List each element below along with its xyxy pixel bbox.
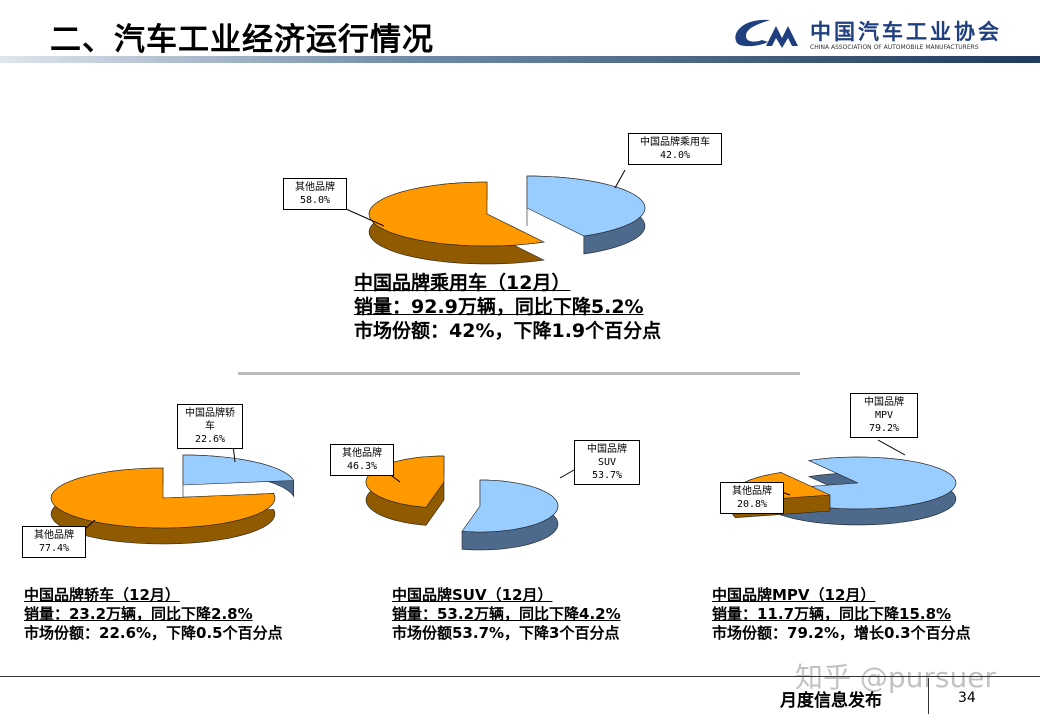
- cama-logo: 中国汽车工业协会 CHINA ASSOCIATION OF AUTOMOBILE…: [730, 16, 999, 54]
- header-bar: [0, 56, 1040, 63]
- label-pie2-other: 其他品牌 77.4%: [22, 526, 86, 558]
- label-pie1-chinese: 中国品牌乘用车 42.0%: [628, 133, 722, 165]
- logo-cn-text: 中国汽车工业协会: [810, 20, 1002, 44]
- divider: [238, 372, 800, 375]
- caption-pie1: 中国品牌乘用车（12月） 销量：92.9万辆，同比下降5.2% 市场份额：42%，下…: [354, 272, 662, 342]
- leader-line: [614, 169, 626, 189]
- label-pie4-other: 其他品牌 20.8%: [720, 482, 784, 514]
- leader-line: [877, 439, 906, 456]
- label-pie3-other: 其他品牌 46.3%: [330, 444, 394, 476]
- pie1-slice-other-brand: [368, 181, 545, 247]
- label-pie2-chinese: 中国品牌轿车 22.6%: [177, 404, 243, 449]
- label-pie3-chinese: 中国品牌SUV 53.7%: [574, 440, 640, 485]
- cama-logo-icon: [735, 19, 798, 48]
- leader-line: [559, 469, 575, 479]
- pie2-slice-chinese-brand: [182, 454, 295, 486]
- caption-pie4: 中国品牌MPV（12月） 销量：11.7万辆，同比下降15.8% 市场份额：79.2…: [712, 586, 971, 642]
- caption-pie2: 中国品牌轿车（12月） 销量：23.2万辆，同比下降2.8% 市场份额：22.6%，…: [24, 586, 283, 642]
- footer-line: [0, 676, 1040, 677]
- logo-en-text: CHINA ASSOCIATION OF AUTOMOBILE MANUFACT…: [810, 44, 979, 51]
- pie1-slice-chinese-brand: [526, 175, 646, 237]
- pie3-slice-chinese-brand: [461, 479, 559, 533]
- label-pie1-other: 其他品牌 58.0%: [283, 178, 347, 210]
- label-pie4-chinese: 中国品牌MPV 79.2%: [850, 393, 918, 438]
- page-number: 34: [958, 690, 976, 706]
- watermark: 知乎 @pursuer: [795, 661, 997, 694]
- footer-divider: [928, 678, 929, 714]
- pie2-slice-other-brand: [50, 467, 276, 529]
- caption-pie3: 中国品牌SUV（12月） 销量：53.2万辆，同比下降4.2% 市场份额53.7%，…: [392, 586, 621, 642]
- page-title: 二、汽车工业经济运行情况: [50, 22, 434, 58]
- footer-label: 月度信息发布: [780, 691, 882, 711]
